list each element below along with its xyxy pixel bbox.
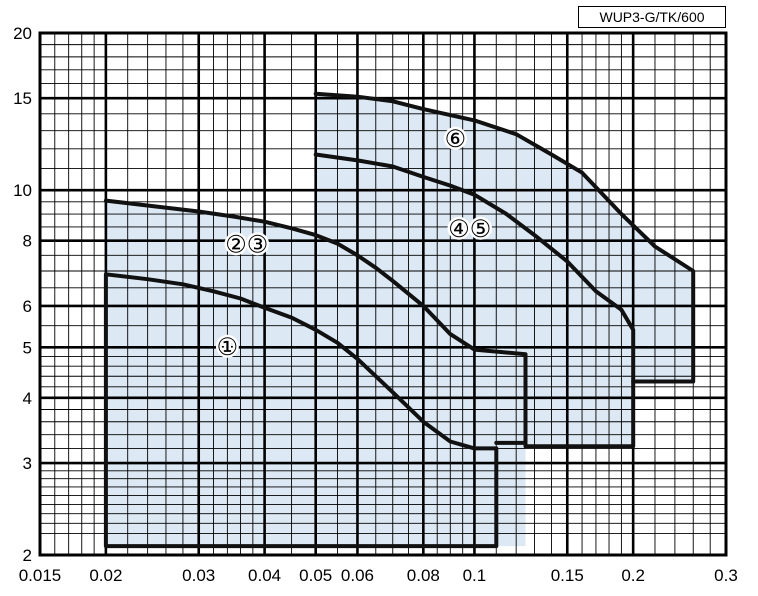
- y-tick-label: 3: [23, 454, 32, 473]
- y-tick-label: 8: [23, 232, 32, 251]
- curve-label-2: ②③: [225, 232, 268, 259]
- x-tick-label: 0.03: [182, 566, 215, 585]
- x-tick-label: 0.3: [714, 566, 738, 585]
- y-tick-label: 6: [23, 297, 32, 316]
- y-tick-label: 4: [23, 389, 32, 408]
- curve-line-2: [103, 198, 528, 445]
- x-tick-label: 0.02: [89, 566, 122, 585]
- x-tick-label: 0.05: [299, 566, 332, 585]
- x-tick-label: 0.1: [463, 566, 487, 585]
- x-tick-label: 0.06: [341, 566, 374, 585]
- curve-line-3: [313, 152, 636, 449]
- x-tick-label: 0.15: [551, 566, 584, 585]
- chart-title: WUP3-G/TK/600: [578, 6, 726, 28]
- series-layer: [103, 91, 696, 549]
- curve-line-4: [313, 91, 696, 384]
- y-tick-label: 5: [23, 338, 32, 357]
- x-tick-label: 0.04: [248, 566, 281, 585]
- curve-line-1: [103, 272, 499, 549]
- curve-label-3: ④⑤: [448, 216, 491, 243]
- grid-layer: [38, 31, 728, 557]
- region-fill-B: [315, 93, 694, 547]
- tick-labels-layer: 0.015 0.02 0.03 0.04 0.05 0.06 0.08 0.1 0.15 0.2 0…: [13, 24, 738, 585]
- curve-label-4: ⑥: [445, 126, 467, 153]
- y-tick-label: 15: [13, 89, 32, 108]
- x-tick-label: 0.015: [19, 566, 62, 585]
- y-tick-label: 20: [13, 24, 32, 43]
- y-tick-label: 10: [13, 181, 32, 200]
- x-tick-label: 0.2: [621, 566, 645, 585]
- curve-labels-layer: ① ②③ ④⑤ ⑥: [214, 124, 494, 364]
- curve-label-1: ①: [217, 334, 239, 361]
- x-tick-label: 0.08: [407, 566, 440, 585]
- plot-frame: [38, 31, 728, 557]
- fill-layer: [105, 93, 694, 547]
- y-tick-label: 2: [23, 546, 32, 565]
